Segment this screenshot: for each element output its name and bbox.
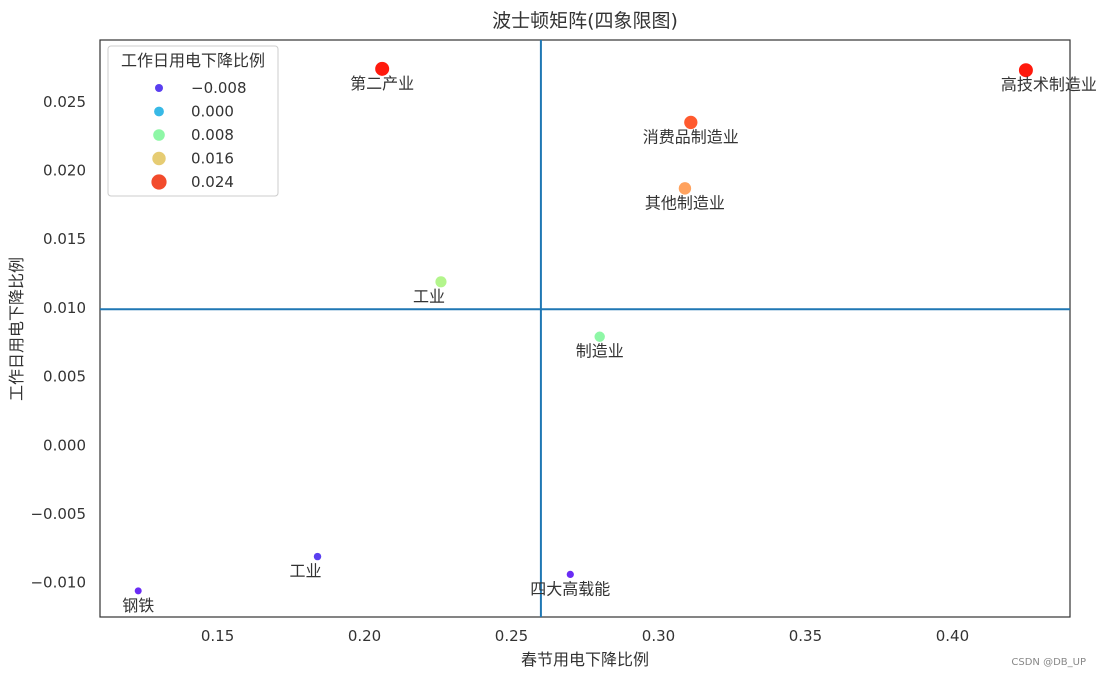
point-label: 制造业 <box>576 342 624 361</box>
legend-label: −0.008 <box>191 79 247 97</box>
data-point <box>134 587 142 595</box>
y-tick-label: 0.000 <box>43 436 86 454</box>
data-point <box>313 552 322 561</box>
point-label: 工业 <box>290 562 322 581</box>
y-tick-label: 0.020 <box>43 162 86 180</box>
legend-marker <box>153 129 165 141</box>
point-label: 其他制造业 <box>645 193 725 212</box>
point-label: 消费品制造业 <box>643 127 739 146</box>
data-point <box>684 115 698 130</box>
plot-frame <box>99 39 1071 618</box>
legend-label: 0.008 <box>191 126 234 144</box>
data-point <box>678 182 692 195</box>
legend-label: 0.000 <box>191 103 234 121</box>
data-point <box>566 570 574 579</box>
x-tick-label: 0.35 <box>789 627 822 645</box>
watermark-text: CSDN @DB_UP <box>1011 657 1086 668</box>
x-tick-label: 0.20 <box>348 627 381 645</box>
legend-marker <box>155 84 163 92</box>
legend-marker <box>154 106 164 117</box>
data-point <box>594 331 605 342</box>
chart-title: 波士顿矩阵(四象限图) <box>492 10 678 32</box>
point-label: 第二产业 <box>350 74 414 93</box>
data-point <box>435 276 447 288</box>
point-label: 高技术制造业 <box>1001 75 1097 94</box>
y-tick-label: 0.025 <box>43 93 86 111</box>
x-tick-label: 0.40 <box>936 627 969 645</box>
legend-label: 0.024 <box>191 173 234 191</box>
y-tick-label: −0.005 <box>30 505 86 523</box>
legend-box <box>107 45 279 197</box>
data-point <box>1018 63 1033 78</box>
y-tick-label: 0.010 <box>43 299 86 317</box>
y-tick-label: 0.015 <box>43 230 86 248</box>
data-point <box>375 61 390 76</box>
x-axis-label: 春节用电下降比例 <box>521 650 649 669</box>
x-tick-label: 0.15 <box>201 627 234 645</box>
plot-area: 0.15 0.20 0.25 0.30 0.35 0.40 −0.010 −0.005 0.00… <box>30 39 1097 645</box>
x-tick-label: 0.25 <box>495 627 528 645</box>
y-tick-label: 0.005 <box>43 368 86 386</box>
legend-marker <box>152 151 166 166</box>
point-label: 四大高载能 <box>530 579 610 598</box>
legend-title: 工作日用电下降比例 <box>121 51 265 70</box>
legend-marker <box>151 174 167 190</box>
point-label: 钢铁 <box>122 596 154 615</box>
legend-label: 0.016 <box>191 150 234 168</box>
x-tick-label: 0.30 <box>642 627 675 645</box>
y-axis-label: 工作日用电下降比例 <box>7 257 26 401</box>
point-label: 工业 <box>413 287 445 306</box>
y-tick-label: −0.010 <box>30 574 86 592</box>
